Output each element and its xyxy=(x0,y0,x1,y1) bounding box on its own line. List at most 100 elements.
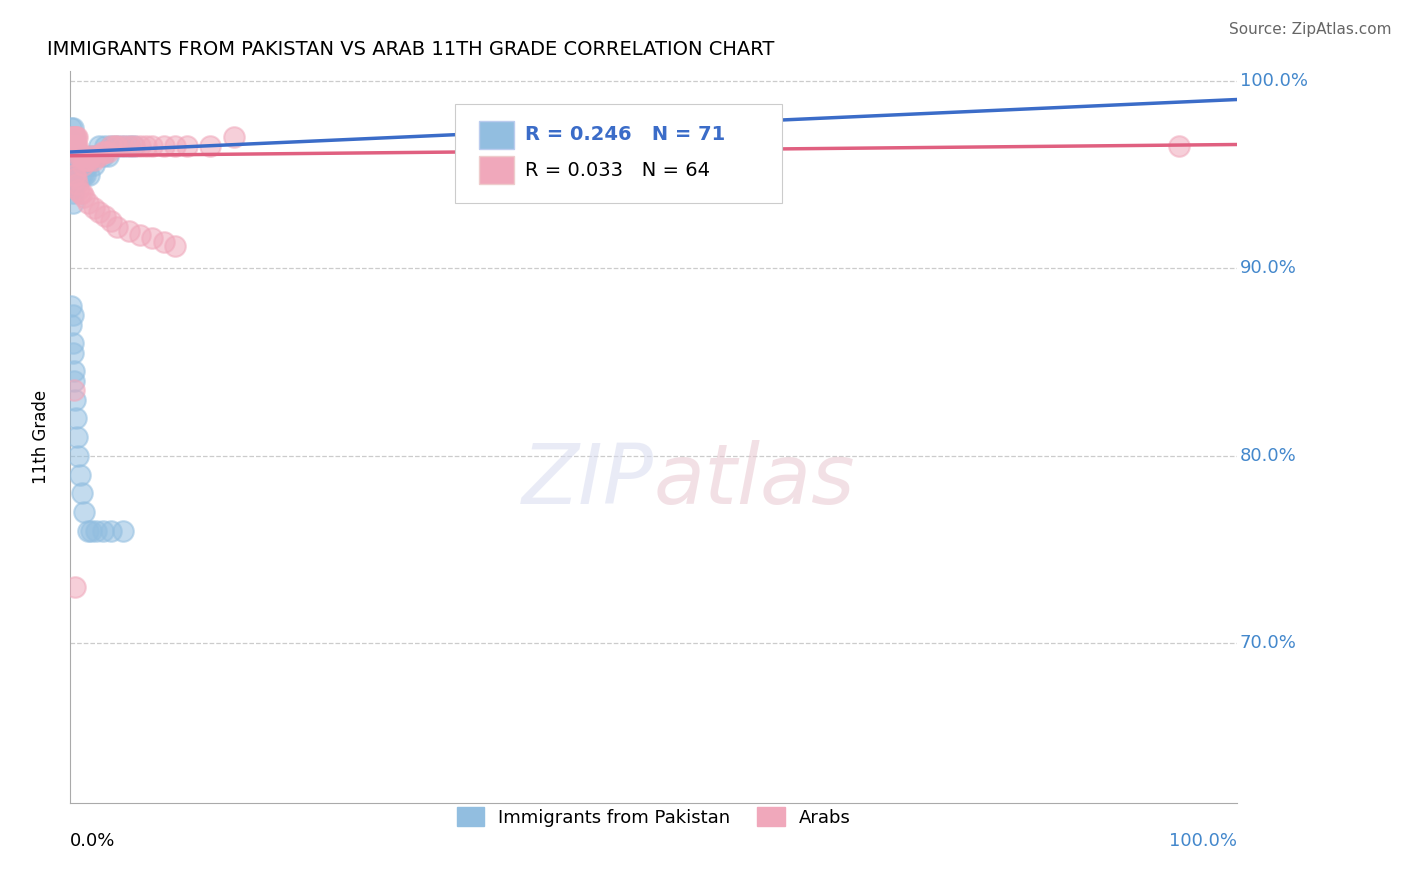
Point xyxy=(65,411,87,425)
Point xyxy=(62,158,84,172)
Point xyxy=(66,149,89,163)
Point xyxy=(62,177,84,191)
Point xyxy=(62,186,84,201)
Point xyxy=(63,139,86,153)
Point xyxy=(118,224,141,238)
Point xyxy=(76,153,98,167)
Point xyxy=(94,145,117,159)
Point xyxy=(222,130,245,145)
Point xyxy=(62,130,84,145)
Point xyxy=(152,235,174,249)
Text: atlas: atlas xyxy=(654,441,855,522)
Bar xyxy=(479,156,513,184)
Point xyxy=(75,168,97,182)
Point xyxy=(63,158,86,172)
Text: 0.0%: 0.0% xyxy=(70,832,115,850)
Point xyxy=(89,149,111,163)
Point xyxy=(62,336,84,351)
Point xyxy=(200,139,222,153)
Text: 90.0%: 90.0% xyxy=(1240,260,1296,277)
Point xyxy=(100,214,122,228)
Point xyxy=(62,168,84,182)
Point xyxy=(94,209,117,223)
Point xyxy=(62,130,84,145)
Point xyxy=(80,524,103,538)
Point xyxy=(75,153,97,167)
Point xyxy=(62,374,84,388)
Point xyxy=(62,130,84,145)
Point xyxy=(62,139,84,153)
Point xyxy=(67,149,90,163)
Point xyxy=(70,486,93,500)
Point xyxy=(105,139,128,153)
Point xyxy=(84,149,107,163)
Point xyxy=(141,139,163,153)
Point xyxy=(83,201,105,215)
Point xyxy=(124,139,146,153)
Point xyxy=(69,158,91,172)
Point xyxy=(91,149,114,163)
Point xyxy=(65,171,87,186)
Point xyxy=(165,239,187,253)
Point xyxy=(69,467,91,482)
Text: 11th Grade: 11th Grade xyxy=(32,390,51,484)
Point xyxy=(69,186,91,201)
Point xyxy=(66,177,89,191)
Point xyxy=(72,168,94,182)
Point xyxy=(62,139,84,153)
Point xyxy=(66,139,89,153)
Point xyxy=(62,364,84,378)
Point xyxy=(73,505,96,519)
Point xyxy=(97,145,120,159)
Text: Source: ZipAtlas.com: Source: ZipAtlas.com xyxy=(1229,22,1392,37)
Point xyxy=(70,149,93,163)
Point xyxy=(62,139,84,153)
Point xyxy=(60,130,83,145)
Point xyxy=(89,139,111,153)
Point xyxy=(84,149,107,163)
Point xyxy=(91,145,114,159)
Point xyxy=(111,524,134,538)
Text: IMMIGRANTS FROM PAKISTAN VS ARAB 11TH GRADE CORRELATION CHART: IMMIGRANTS FROM PAKISTAN VS ARAB 11TH GR… xyxy=(46,39,775,59)
Point xyxy=(80,149,103,163)
Point xyxy=(80,149,103,163)
Point xyxy=(89,205,111,219)
Point xyxy=(60,120,83,135)
Point xyxy=(70,186,93,201)
Point xyxy=(63,139,86,153)
Point xyxy=(62,149,84,163)
Point xyxy=(70,158,93,172)
Point xyxy=(60,139,83,153)
Point xyxy=(1167,139,1189,153)
Point xyxy=(63,130,86,145)
Point xyxy=(176,139,198,153)
Point xyxy=(76,195,98,210)
Point xyxy=(129,227,152,242)
Point xyxy=(62,130,84,145)
Point xyxy=(63,168,86,182)
Point xyxy=(83,158,105,172)
Point xyxy=(62,383,84,397)
Text: R = 0.246   N = 71: R = 0.246 N = 71 xyxy=(526,126,725,145)
Point xyxy=(62,177,84,191)
Point xyxy=(100,139,122,153)
Bar xyxy=(479,121,513,149)
Point xyxy=(84,524,107,538)
Point xyxy=(104,139,127,153)
Point xyxy=(66,430,89,444)
Point xyxy=(63,168,86,182)
Point xyxy=(60,130,83,145)
Text: 100.0%: 100.0% xyxy=(1170,832,1237,850)
Point xyxy=(100,139,122,153)
Point xyxy=(702,130,724,145)
Point xyxy=(62,308,84,322)
Point xyxy=(91,524,114,538)
Point xyxy=(60,318,83,332)
Point xyxy=(141,231,163,245)
Point xyxy=(62,158,84,172)
Point xyxy=(118,139,141,153)
Point xyxy=(62,345,84,359)
Point xyxy=(66,130,89,145)
Point xyxy=(65,139,87,153)
Point xyxy=(60,158,83,172)
